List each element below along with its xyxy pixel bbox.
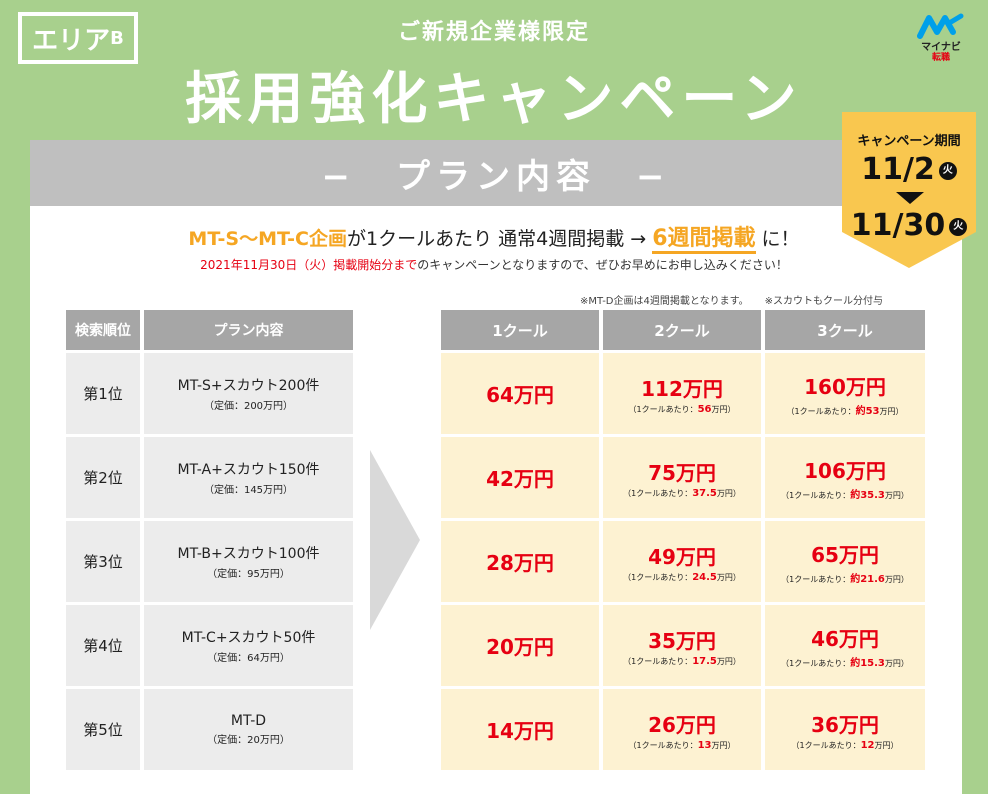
price-cell-3-cool: 36万円 （1クールあたり：12万円）	[765, 689, 925, 770]
lead-part2: が1クールあたり 通常4週間掲載 →	[346, 228, 653, 250]
rank-cell: 第1位	[66, 353, 140, 434]
campaign-title: 採用強化キャンペーン	[185, 67, 803, 132]
plan-name: MT-C+スカウト50件	[181, 630, 316, 646]
price-cell-1-cool: 14万円	[441, 689, 599, 770]
rank-cell: 第3位	[66, 521, 140, 602]
logo-text: マイナビ	[921, 42, 961, 53]
price: 65万円	[811, 542, 879, 567]
plan-list-price: （定価：20万円）	[207, 735, 290, 746]
plan-name: MT-A+スカウト150件	[177, 462, 320, 478]
price: 14万円	[486, 719, 554, 743]
per-cool-note: （1クールあたり：24.5万円）	[623, 571, 741, 583]
per-cool-note: （1クールあたり：約21.6万円）	[781, 573, 909, 585]
price: 35万円	[648, 628, 716, 653]
plan-name: MT-S+スカウト200件	[177, 378, 320, 394]
lead-part4: に！	[755, 228, 800, 250]
lead-part1: MT-S〜MT-C企画	[188, 228, 347, 250]
mynavi-logo: マイナビ 転職	[912, 12, 970, 70]
plan-list-price: （定価：200万円）	[203, 401, 294, 412]
rank-cell: 第4位	[66, 605, 140, 686]
period-end-date: 11/30	[850, 208, 946, 243]
per-cool-note: （1クールあたり：約15.3万円）	[781, 657, 909, 669]
price: 36万円	[811, 712, 879, 737]
price-cell-3-cool: 46万円 （1クールあたり：約15.3万円）	[765, 605, 925, 686]
plan-name: MT-B+スカウト100件	[177, 546, 320, 562]
per-cool-note: （1クールあたり：約53万円）	[786, 405, 904, 417]
price: 26万円	[648, 712, 716, 737]
price-cell-1-cool: 64万円	[441, 353, 599, 434]
footnote-2: ※スカウトもクール分付与	[764, 296, 883, 307]
price: 49万円	[648, 544, 716, 569]
price-cell-2-cool: 112万円 （1クールあたり：56万円）	[603, 353, 761, 434]
price-cell-2-cool: 75万円 （1クールあたり：37.5万円）	[603, 437, 761, 518]
plan-cell: MT-C+スカウト50件 （定価：64万円）	[144, 605, 353, 686]
header-1-cool: 1クール	[441, 310, 599, 350]
plan-cell: MT-B+スカウト100件 （定価：95万円）	[144, 521, 353, 602]
header-rank: 検索順位	[66, 310, 140, 350]
price-cell-1-cool: 42万円	[441, 437, 599, 518]
price: 75万円	[648, 460, 716, 485]
header-2-cool: 2クール	[603, 310, 761, 350]
plan-list-price: （定価：64万円）	[207, 653, 290, 664]
period-end: 11/30 火	[842, 208, 976, 243]
price-cell-1-cool: 20万円	[441, 605, 599, 686]
plan-cell: MT-S+スカウト200件 （定価：200万円）	[144, 353, 353, 434]
plan-list-price: （定価：145万円）	[203, 485, 294, 496]
period-down-arrow-icon	[896, 192, 924, 204]
mynavi-logo-icon	[917, 13, 964, 39]
area-badge: エリア B	[18, 12, 138, 64]
price-cell-3-cool: 160万円 （1クールあたり：約53万円）	[765, 353, 925, 434]
period-start-date: 11/2	[861, 152, 935, 187]
lead-part3: 6週間掲載	[652, 226, 756, 254]
per-cool-note: （1クールあたり：37.5万円）	[623, 487, 741, 499]
price-cell-1-cool: 28万円	[441, 521, 599, 602]
price: 112万円	[641, 376, 723, 401]
price: 160万円	[804, 374, 886, 399]
price: 42万円	[486, 467, 554, 491]
footnotes: ※MT-D企画は4週間掲載となります。 ※スカウトもクール分付与	[580, 292, 899, 307]
price: 106万円	[804, 458, 886, 483]
header-plan: プラン内容	[144, 310, 353, 350]
lead-text: MT-S〜MT-C企画が1クールあたり 通常4週間掲載 → 6週間掲載 に！	[0, 220, 988, 254]
note-red: 2021年11月30日（火）掲載開始分まで	[200, 258, 418, 272]
logo-sub: 転職	[931, 53, 950, 63]
price: 28万円	[486, 551, 554, 575]
per-cool-note: （1クールあたり：17.5万円）	[623, 655, 741, 667]
price-cell-2-cool: 26万円 （1クールあたり：13万円）	[603, 689, 761, 770]
period-badge-shape	[842, 112, 976, 268]
period-start-dow: 火	[938, 161, 957, 180]
period-start: 11/2 火	[842, 152, 976, 187]
per-cool-note: （1クールあたり：12万円）	[791, 739, 899, 751]
per-cool-note: （1クールあたり：13万円）	[628, 739, 736, 751]
price: 46万円	[811, 626, 879, 651]
plan-section-header: − プラン内容 −	[30, 140, 962, 206]
footnote-1: ※MT-D企画は4週間掲載となります。	[580, 296, 749, 307]
plan-list-price: （定価：95万円）	[207, 569, 290, 580]
period-end-dow: 火	[949, 217, 968, 236]
right-arrow-icon	[370, 450, 420, 630]
note-rest: のキャンペーンとなりますので、ぜひお早めにお申し込みください！	[417, 258, 788, 272]
price: 64万円	[486, 383, 554, 407]
price-cell-2-cool: 49万円 （1クールあたり：24.5万円）	[603, 521, 761, 602]
plan-cell: MT-D （定価：20万円）	[144, 689, 353, 770]
price: 20万円	[486, 635, 554, 659]
period-label: キャンペーン期間	[857, 134, 961, 149]
price-cell-3-cool: 106万円 （1クールあたり：約35.3万円）	[765, 437, 925, 518]
per-cool-note: （1クールあたり：56万円）	[628, 403, 736, 415]
rank-cell: 第2位	[66, 437, 140, 518]
campaign-period-badge: キャンペーン期間 11/2 火 11/30 火	[842, 112, 976, 268]
header-3-cool: 3クール	[765, 310, 925, 350]
area-badge-suffix: B	[110, 27, 124, 49]
price-cell-3-cool: 65万円 （1クールあたり：約21.6万円）	[765, 521, 925, 602]
campaign-subtitle: ご新規企業様限定	[397, 20, 590, 45]
price-cell-2-cool: 35万円 （1クールあたり：17.5万円）	[603, 605, 761, 686]
rank-cell: 第5位	[66, 689, 140, 770]
per-cool-note: （1クールあたり：約35.3万円）	[781, 489, 909, 501]
deadline-note: 2021年11月30日（火）掲載開始分までのキャンペーンとなりますので、ぜひお早…	[0, 256, 988, 273]
plan-name: MT-D	[230, 713, 267, 729]
area-badge-main: エリア	[32, 25, 111, 56]
plan-cell: MT-A+スカウト150件 （定価：145万円）	[144, 437, 353, 518]
